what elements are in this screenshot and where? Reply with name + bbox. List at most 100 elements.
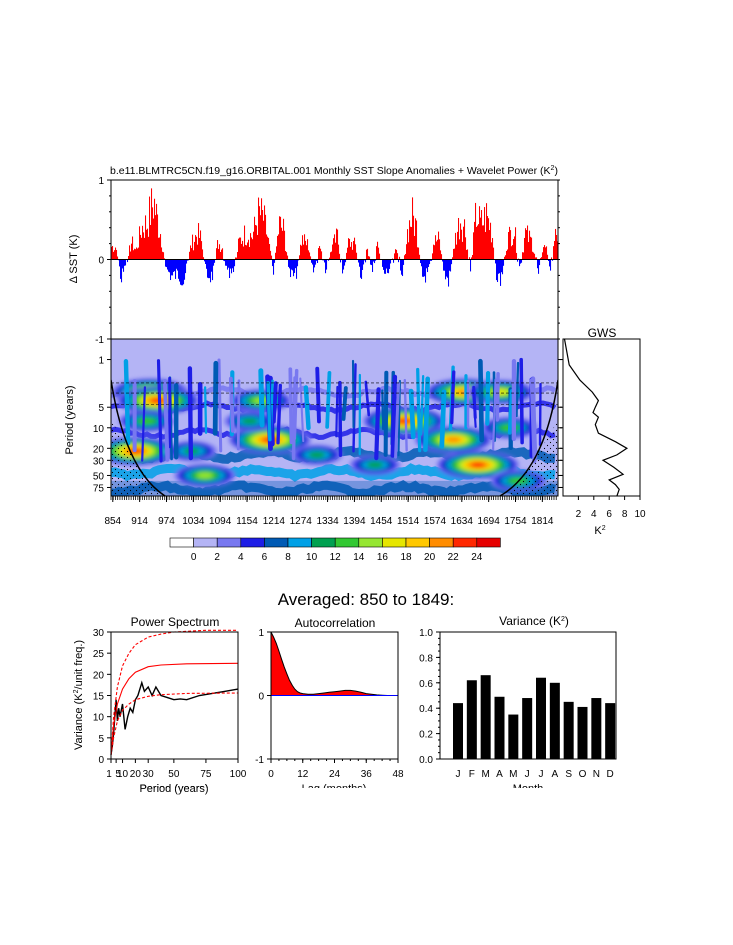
sst-anomaly-bar [461,229,463,260]
wavelet-spike [352,363,357,453]
sst-anomaly-bar [254,216,256,260]
sst-anomaly-bar [317,259,319,263]
sst-anomaly-bar [500,259,502,286]
sst-anomaly-bar [502,259,504,275]
sst-anomaly-bar [474,221,476,260]
wavelet-spike [364,380,371,417]
sst-anomaly-bar [219,244,221,260]
wavelet-xtick-label: 914 [131,516,148,527]
sst-anomaly-bar [143,232,145,260]
sst-anomaly-bar [542,252,544,260]
sst-anomaly-bar [505,255,507,260]
sst-anomaly-bar [393,259,395,263]
sst-anomaly-bar [157,214,159,260]
sst-anomaly-bar [179,259,181,282]
sst-anomaly-bar [198,223,200,260]
sst-anomaly-bar [465,237,467,260]
sst-anomaly-bar [303,244,305,260]
sst-anomaly-bar [447,259,449,278]
wavelet-spike [325,370,332,429]
sst-anomaly-bar [530,236,532,260]
sst-anomaly-bar [284,230,286,260]
sst-anomaly-bar [194,241,196,260]
sst-anomaly-bar [497,259,499,283]
autocorr-xtick-label: 48 [392,769,404,780]
sst-anomaly-bar [267,236,269,260]
sst-anomaly-bar [382,259,384,267]
sst-anomaly-bar [257,234,259,260]
power-series-spectrum [110,680,239,755]
sst-anomaly-bar [400,259,402,271]
sst-anomaly-bar [482,225,484,260]
sst-anomaly-bar [538,259,540,274]
sst-anomaly-bar [277,235,279,260]
sst-anomaly-bar [271,255,273,260]
sst-anomaly-bar [289,259,291,269]
sst-anomaly-bar [120,259,122,279]
sst-anomaly-bar [531,237,533,260]
power-series-red-noise-5 [110,692,239,755]
sst-anomaly-bar [167,259,169,270]
sst-anomaly-bar [218,248,220,260]
sst-anomaly-bar [551,257,553,260]
sst-anomaly-bar [146,229,148,260]
autocorr-ytick-label: 1 [258,628,264,639]
sst-anomaly-bar [556,234,558,260]
power-xtick-label: 100 [230,769,247,780]
sst-anomaly-bar [543,247,545,260]
wavelet-spike [212,360,219,436]
sst-anomaly-bar [159,237,161,260]
sst-anomaly-bar [224,259,226,262]
sst-panel: b.e11.BLMTRC5CN.f19_g16.ORBITAL.001 Mont… [68,165,560,346]
sst-anomaly-bar [418,247,420,260]
sst-anomaly-bar [184,259,186,280]
colorbar-swatch [311,537,336,548]
sst-anomaly-bar [402,259,404,277]
sst-anomaly-bar [244,225,246,260]
sst-anomaly-bar [359,259,361,267]
autocorr-xtick-label: 24 [329,769,341,780]
autocorr-xtick-label: 0 [268,769,274,780]
sst-anomaly-bar [227,259,229,270]
sst-anomaly-bar [180,259,182,285]
sst-anomaly-bar [136,247,138,260]
bottom-crop-mask [60,788,660,808]
sst-anomaly-bar [466,249,468,260]
sst-ylabel: Δ SST (K) [68,235,80,284]
sst-anomaly-bars [111,188,558,287]
wavelet-xtick-label: 1694 [478,516,501,527]
sst-anomaly-bar [351,242,353,260]
sst-anomaly-bar [386,259,388,269]
sst-ytick-label: 0 [98,256,104,267]
sst-anomaly-bar [255,224,257,260]
sst-anomaly-bar [230,259,232,269]
sst-anomaly-bar [225,259,227,266]
sst-anomaly-bar [294,259,296,273]
sst-anomaly-bar [355,244,357,260]
sst-anomaly-bar [175,259,177,279]
sst-anomaly-bar [544,245,546,260]
power-spectrum-lines [110,629,239,755]
sst-anomaly-bar [272,259,274,267]
sst-anomaly-bar [488,218,490,260]
sst-anomaly-bar [269,244,271,260]
sst-anomaly-bar [238,238,240,260]
gws-title: GWS [588,326,617,340]
sst-anomaly-bar [300,244,302,260]
sst-anomaly-bar [367,248,369,260]
colorbar-swatch [382,537,407,548]
sst-anomaly-bar [178,259,180,279]
sst-anomaly-bar [541,257,543,260]
colorbar-label: 0 [191,552,197,563]
sst-anomaly-bar [512,245,514,260]
sst-anomaly-bar [471,257,473,260]
sst-anomaly-bar [234,259,236,267]
sst-anomaly-bar [487,216,489,260]
sst-anomaly-bar [240,237,242,260]
sst-anomaly-bar [529,230,531,260]
autocorr-fill [271,632,398,696]
sst-anomaly-bar [441,254,443,260]
sst-anomaly-bar [348,238,350,260]
wavelet-spike [187,366,194,461]
